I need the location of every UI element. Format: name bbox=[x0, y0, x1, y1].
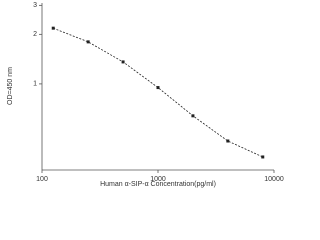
page: {"chart_data": {"type": "line", "x_label… bbox=[6, 2, 284, 188]
point bbox=[51, 26, 55, 30]
x-axis-label: Human α-SIP-α Concentration(pg/ml) bbox=[100, 181, 216, 188]
y-axis-label: OD=450 nm bbox=[7, 67, 14, 105]
x-tick-label: 10000 bbox=[264, 176, 284, 183]
chart: Human α-SIP-α Concentration(pg/ml) OD=45… bbox=[7, 2, 284, 188]
curve bbox=[53, 27, 263, 158]
point bbox=[226, 139, 230, 143]
y-tick-label: 1 bbox=[33, 81, 37, 88]
x-tick-label: 1000 bbox=[150, 176, 166, 183]
y-tick-label: 2 bbox=[33, 31, 37, 38]
x-tick-label: 100 bbox=[36, 176, 48, 183]
point bbox=[156, 86, 160, 90]
point bbox=[191, 114, 195, 118]
point bbox=[86, 40, 90, 44]
point bbox=[261, 155, 265, 159]
y-tick-label: 3 bbox=[33, 2, 37, 9]
point bbox=[121, 60, 125, 64]
